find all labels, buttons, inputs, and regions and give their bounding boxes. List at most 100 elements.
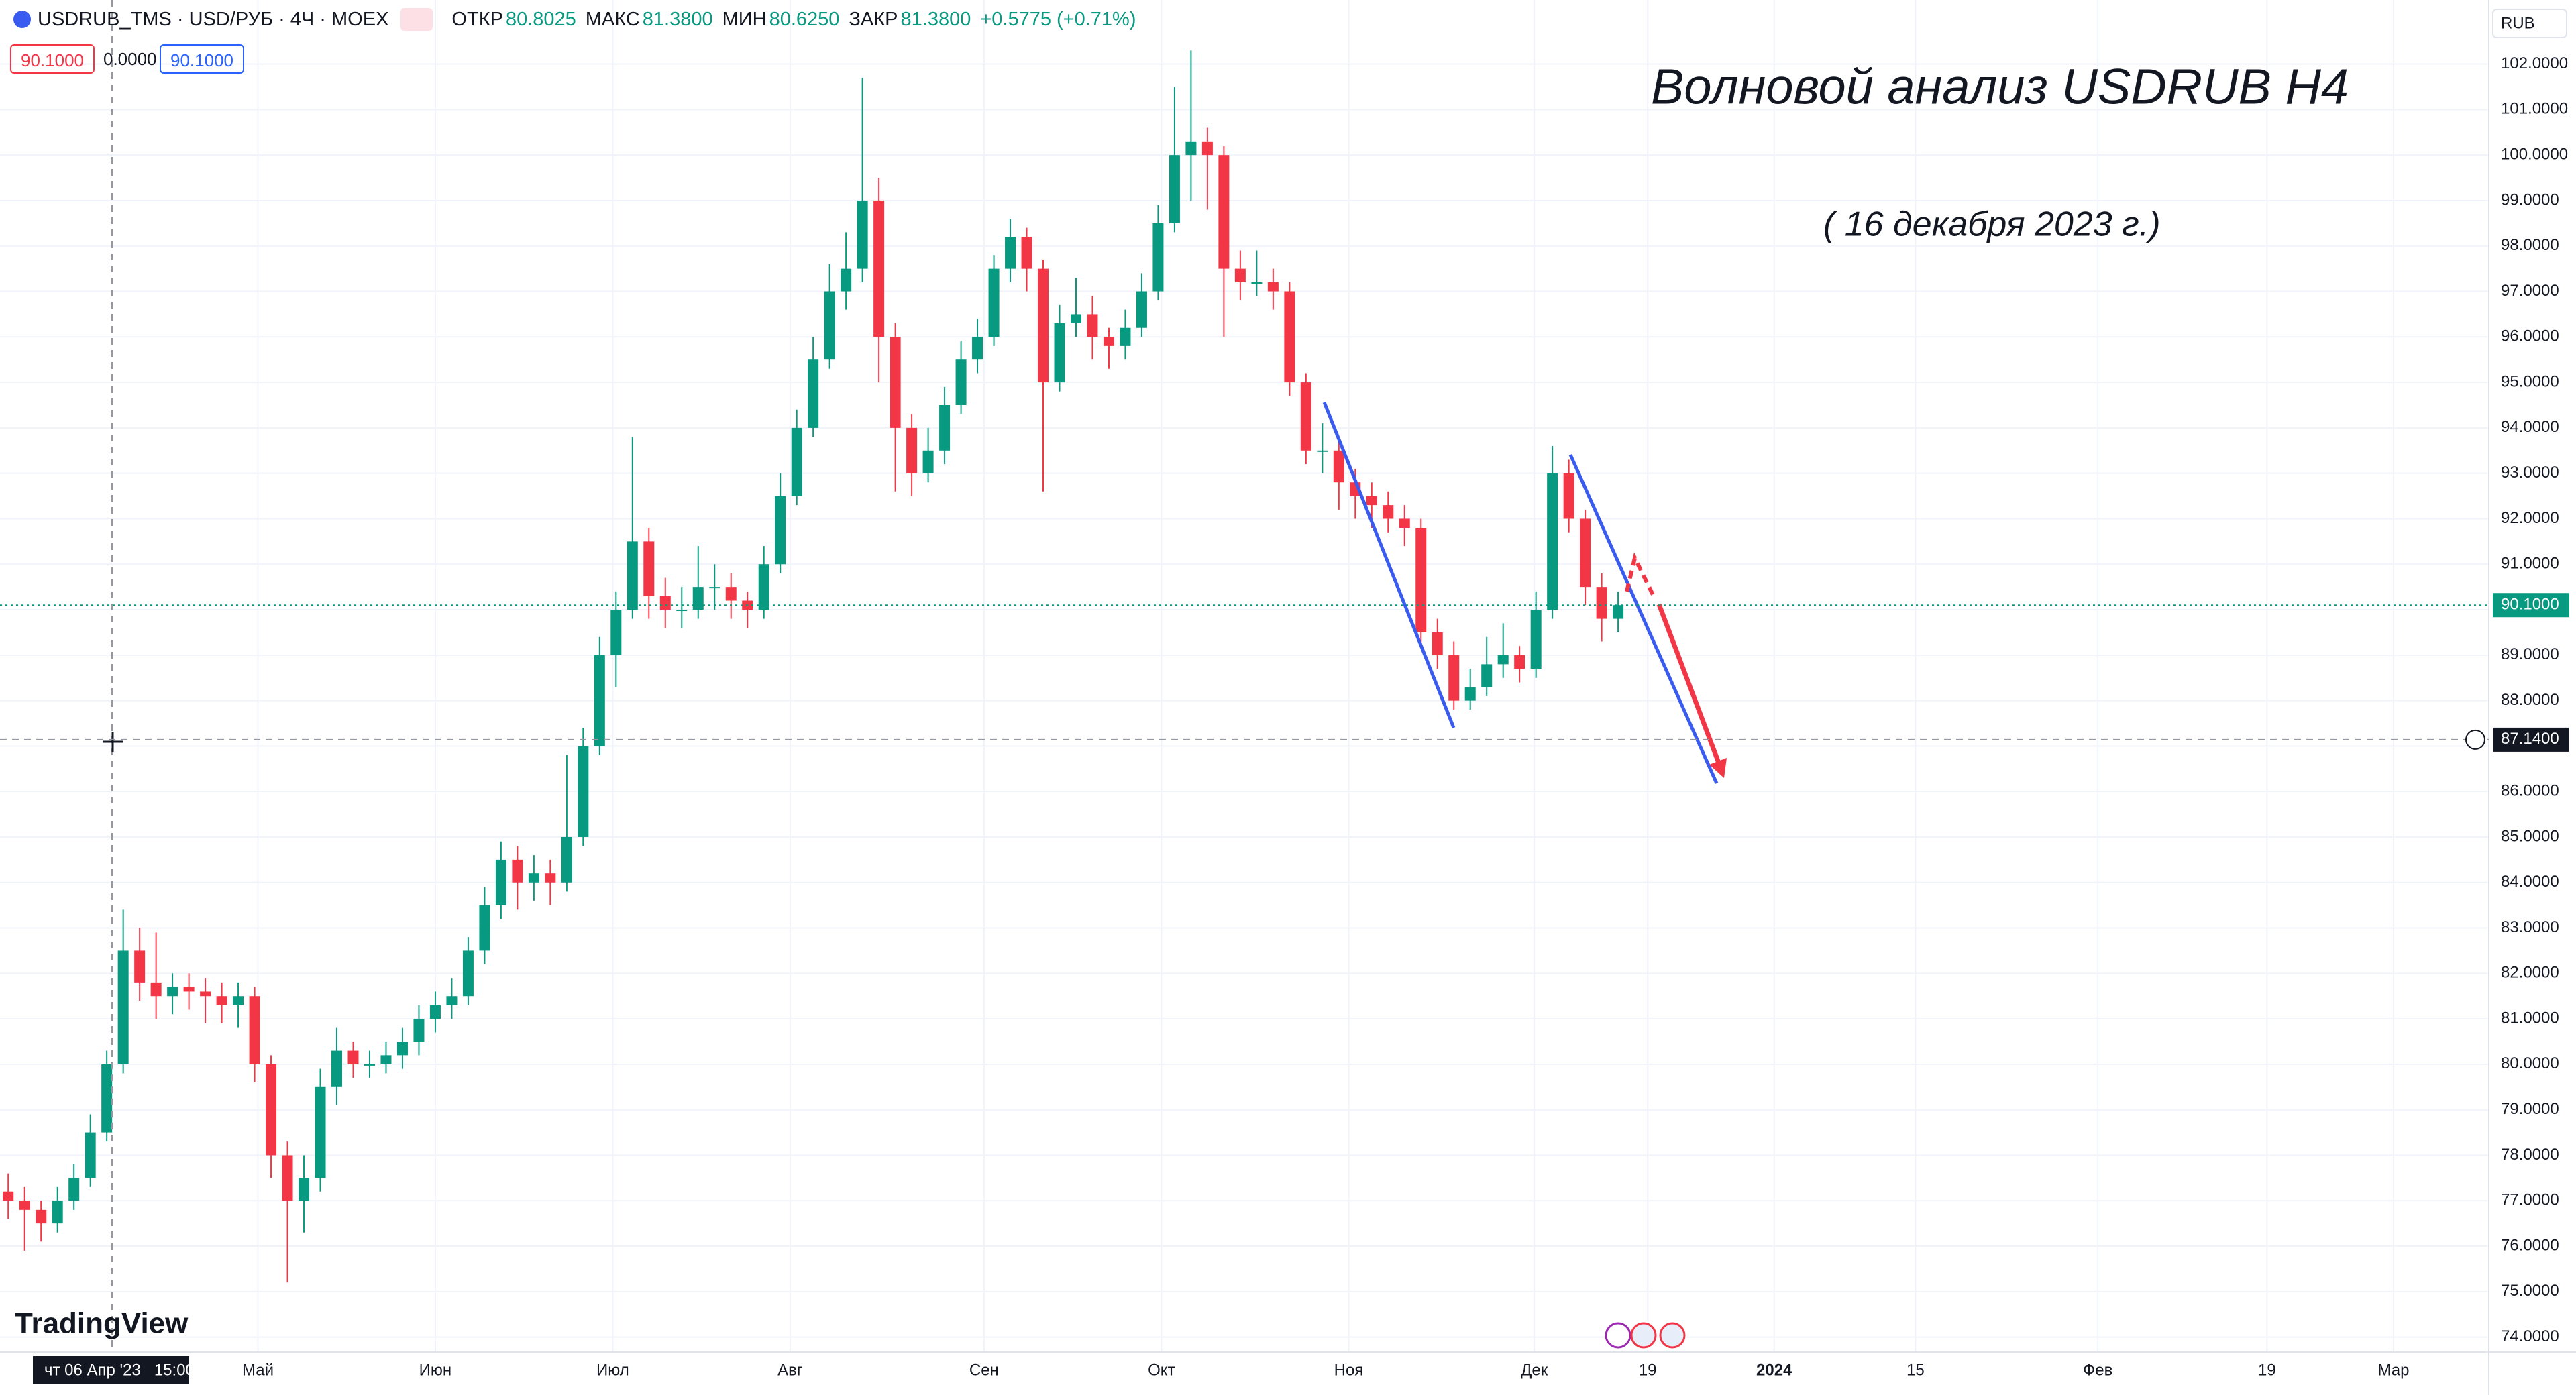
candle-body: [1103, 337, 1114, 346]
candle-body: [315, 1086, 326, 1178]
add-button: [2465, 729, 2485, 750]
candle-body: [1448, 655, 1460, 701]
candle-body: [1284, 291, 1295, 383]
forecast-dashed: [1625, 552, 1656, 599]
candle-body: [134, 950, 146, 983]
candle-body: [594, 655, 605, 746]
x-tick-label: Мар: [2377, 1361, 2409, 1379]
candle-body: [1514, 655, 1525, 669]
arrow-head: [1709, 758, 1727, 778]
candle-body: [19, 1201, 30, 1210]
candle-body: [1563, 473, 1574, 519]
y-tick-label: 82.0000: [2501, 964, 2559, 982]
time-label-box: [33, 1356, 189, 1384]
sell-button[interactable]: 90.1000: [10, 44, 95, 74]
x-tick-label: Окт: [1148, 1361, 1175, 1379]
label: ЗАКР: [849, 8, 898, 30]
candle-body: [331, 1050, 343, 1087]
currency-box[interactable]: [2492, 9, 2567, 38]
candle-body: [808, 359, 819, 428]
candle-body: [1185, 141, 1197, 156]
candle-body: [512, 859, 523, 883]
candle-body: [1613, 605, 1624, 619]
candle-body: [1383, 505, 1394, 519]
x-tick-label: Май: [242, 1361, 274, 1379]
candles: [3, 50, 1624, 1283]
candle-body: [1152, 223, 1164, 292]
candle-body: [167, 987, 178, 997]
candle-body: [659, 596, 671, 610]
y-tick-label: 85.0000: [2501, 827, 2559, 845]
candle-body: [1497, 655, 1509, 665]
value: 80.6250: [769, 8, 840, 30]
event-icons: [1605, 1322, 1686, 1349]
candle-body: [1218, 155, 1230, 269]
candle-body: [841, 268, 852, 292]
candle-body: [1038, 268, 1049, 383]
y-tick-label: 98.0000: [2501, 236, 2559, 254]
crosshair-time: чт 06 Апр '23 15:00: [44, 1361, 195, 1379]
y-tick-label: 80.0000: [2501, 1054, 2559, 1072]
crosshair-box: [2493, 727, 2569, 752]
candle-body: [1005, 237, 1016, 269]
candle-body: [1136, 291, 1147, 328]
x-tick-label: Ноя: [1334, 1361, 1364, 1379]
forecast-arrow: [1656, 603, 1722, 766]
spread: 0.0000: [103, 49, 157, 69]
candle-body: [380, 1055, 392, 1064]
candle-body: [396, 1042, 408, 1056]
y-tick-label: 74.0000: [2501, 1327, 2559, 1345]
candle-body: [150, 982, 162, 997]
label: ОТКР: [451, 8, 503, 30]
y-tick-label: 75.0000: [2501, 1282, 2559, 1300]
candle-body: [249, 996, 260, 1064]
logo: TradingView: [15, 1307, 189, 1340]
last-price-label: 90.1000: [2501, 596, 2559, 614]
candle-body: [68, 1178, 80, 1201]
candle-body: [299, 1178, 310, 1201]
candle-body: [528, 873, 539, 883]
compare-button[interactable]: [400, 8, 433, 31]
y-tick-label: 86.0000: [2501, 782, 2559, 800]
candle-body: [824, 291, 835, 360]
candle-body: [1580, 518, 1591, 588]
y-tick-label: 89.0000: [2501, 645, 2559, 663]
candle-body: [3, 1191, 14, 1201]
x-tick-label: Фев: [2083, 1361, 2112, 1379]
candle-body: [906, 427, 918, 473]
x-tick-label: 19: [1639, 1361, 1657, 1379]
buy-button[interactable]: 90.1000: [160, 44, 244, 74]
y-tick-label: 99.0000: [2501, 190, 2559, 209]
change: +0.5775 (+0.71%): [980, 8, 1136, 30]
chart-subtitle: ( 16 декабря 2023 г.): [1823, 205, 2161, 244]
y-tick-label: 76.0000: [2501, 1236, 2559, 1254]
candle-body: [1267, 282, 1279, 292]
y-tick-label: 95.0000: [2501, 372, 2559, 390]
candle-body: [200, 991, 211, 997]
candle-body: [233, 996, 244, 1005]
candle-body: [282, 1155, 293, 1201]
candle-body: [1547, 473, 1558, 610]
candle-body: [1415, 528, 1427, 632]
crosshair-price: 87.1400: [2501, 730, 2559, 748]
candle-body: [643, 541, 655, 596]
candle-body: [791, 427, 802, 496]
candle-body: [1251, 282, 1263, 284]
x-tick-label: 19: [2258, 1361, 2276, 1379]
candle-body: [873, 200, 885, 337]
candle-body: [709, 587, 720, 589]
value: 81.3800: [642, 8, 713, 30]
candle-body: [101, 1064, 113, 1133]
candle-body: [1481, 664, 1493, 687]
candle-body: [1021, 237, 1032, 269]
candle-body: [1333, 450, 1344, 483]
y-tick-label: 81.0000: [2501, 1009, 2559, 1027]
candle-body: [117, 950, 129, 1064]
candle-body: [413, 1019, 425, 1042]
candle-body: [692, 587, 704, 610]
candle-body: [1201, 141, 1213, 156]
candle-body: [1530, 610, 1542, 669]
x-tick-label: 2024: [1756, 1361, 1792, 1379]
